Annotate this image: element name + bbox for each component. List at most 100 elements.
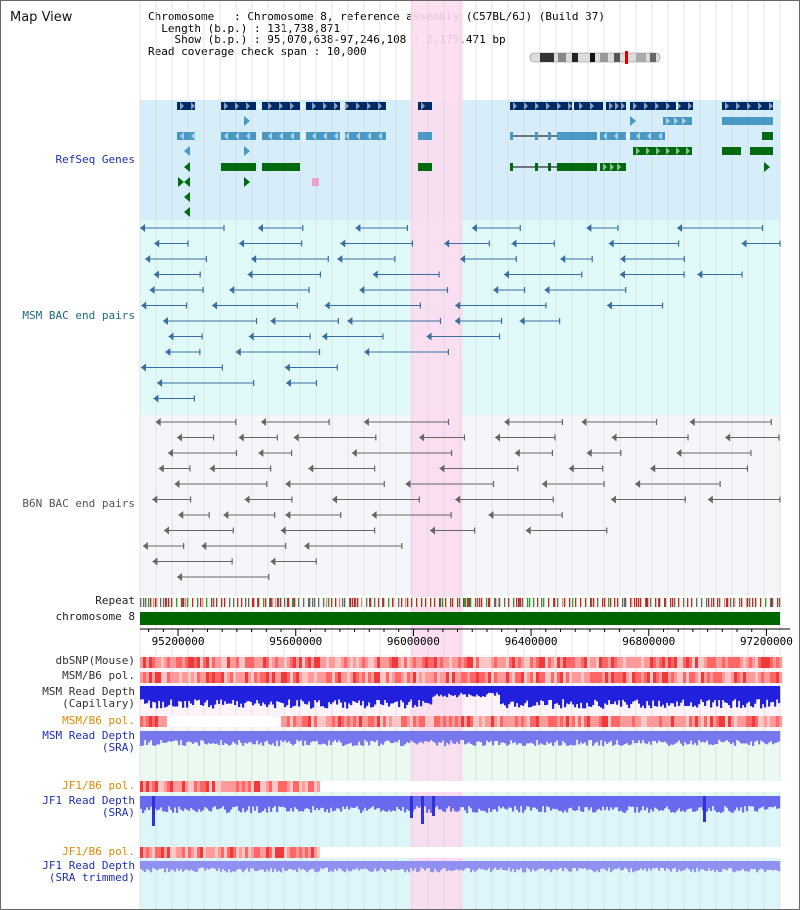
bac-end-pair[interactable] xyxy=(149,286,204,294)
jf1-read-depth-trimmed-track[interactable] xyxy=(140,861,781,873)
bac-end-pair[interactable] xyxy=(610,495,686,504)
gene-model[interactable] xyxy=(663,117,692,125)
bac-end-pair[interactable] xyxy=(586,449,622,457)
bac-end-pair[interactable] xyxy=(322,332,384,341)
msm-bac-end-pairs[interactable] xyxy=(140,224,781,403)
bac-end-pair[interactable] xyxy=(167,449,238,457)
bac-end-pair[interactable] xyxy=(209,464,272,473)
bac-end-pair[interactable] xyxy=(560,255,593,263)
bac-end-pair[interactable] xyxy=(239,239,303,248)
gene-model[interactable] xyxy=(762,132,773,140)
bac-end-pair[interactable] xyxy=(725,433,780,442)
bac-end-pair[interactable] xyxy=(444,239,490,248)
bac-end-pair[interactable] xyxy=(280,526,376,535)
bac-end-pair[interactable] xyxy=(260,418,330,426)
gene-model[interactable] xyxy=(600,163,626,171)
gene-model[interactable] xyxy=(177,102,195,110)
bac-end-pair[interactable] xyxy=(308,464,376,473)
bac-end-pair[interactable] xyxy=(152,495,192,504)
bac-end-pair[interactable] xyxy=(223,511,276,519)
bac-end-pair[interactable] xyxy=(163,526,234,535)
gene-model[interactable] xyxy=(750,147,773,155)
refseq-genes[interactable] xyxy=(177,102,773,217)
bac-end-pair[interactable] xyxy=(176,573,270,581)
bac-end-pair[interactable] xyxy=(140,363,223,372)
dbsnp-track[interactable] xyxy=(140,657,783,668)
gene-model[interactable] xyxy=(510,163,597,171)
bac-end-pair[interactable] xyxy=(270,557,317,566)
bac-end-pair[interactable] xyxy=(541,480,605,488)
bac-end-pair[interactable] xyxy=(454,317,503,325)
gene-model[interactable] xyxy=(722,147,741,155)
bac-end-pair[interactable] xyxy=(235,348,321,356)
bac-end-pair[interactable] xyxy=(363,418,450,426)
bac-end-pair[interactable] xyxy=(372,270,440,279)
bac-end-pair[interactable] xyxy=(238,433,278,442)
b6n-bac-end-pairs[interactable] xyxy=(142,418,781,581)
bac-end-pair[interactable] xyxy=(153,394,195,403)
bac-end-pair[interactable] xyxy=(293,433,377,442)
bac-end-pair[interactable] xyxy=(503,270,583,279)
bac-end-pair[interactable] xyxy=(145,255,208,263)
gene-model[interactable] xyxy=(418,102,432,110)
bac-end-pair[interactable] xyxy=(525,526,608,535)
bac-end-pair[interactable] xyxy=(201,542,287,550)
msm-read-depth-sra-track[interactable] xyxy=(140,731,781,747)
bac-end-pair[interactable] xyxy=(493,286,526,294)
gene-model[interactable] xyxy=(510,132,597,140)
bac-end-pair[interactable] xyxy=(324,301,421,310)
bac-end-pair[interactable] xyxy=(176,433,215,442)
bac-end-pair[interactable] xyxy=(511,239,555,248)
bac-end-pair[interactable] xyxy=(153,270,201,279)
gene-model[interactable] xyxy=(221,132,386,140)
bac-end-pair[interactable] xyxy=(494,433,556,442)
bac-end-pair[interactable] xyxy=(611,433,689,442)
bac-end-pair[interactable] xyxy=(439,464,519,473)
msm-b6-polymorphism-track[interactable] xyxy=(140,672,783,683)
bac-end-pair[interactable] xyxy=(568,464,604,473)
gene-model[interactable] xyxy=(722,102,773,110)
gene-model[interactable] xyxy=(177,132,195,140)
bac-end-pair[interactable] xyxy=(212,301,298,310)
bac-end-pair[interactable] xyxy=(337,255,396,263)
gene-model[interactable] xyxy=(722,117,773,125)
bac-end-pair[interactable] xyxy=(544,286,627,294)
bac-end-pair[interactable] xyxy=(340,239,414,248)
jf1-b6-polymorphism-track[interactable] xyxy=(140,781,783,792)
repeat-track[interactable] xyxy=(140,597,781,607)
bac-end-pair[interactable] xyxy=(332,495,420,504)
bac-end-pair[interactable] xyxy=(270,317,339,325)
bac-end-pair[interactable] xyxy=(419,433,466,442)
msm-b6-polymorphism-track-2[interactable] xyxy=(140,716,783,727)
bac-end-pair[interactable] xyxy=(650,464,749,473)
bac-end-pair[interactable] xyxy=(140,224,225,232)
jf1-read-depth-sra-track[interactable] xyxy=(140,796,781,826)
bac-end-pair[interactable] xyxy=(248,332,311,341)
bac-end-pair[interactable] xyxy=(154,239,189,248)
bac-end-pair[interactable] xyxy=(347,317,442,325)
bac-end-pair[interactable] xyxy=(707,495,781,504)
chromosome-ideogram[interactable] xyxy=(529,51,661,64)
bac-end-pair[interactable] xyxy=(285,379,318,387)
bac-end-pair[interactable] xyxy=(426,332,501,341)
bac-end-pair[interactable] xyxy=(359,286,449,294)
bac-end-pair[interactable] xyxy=(455,495,554,504)
bac-end-pair[interactable] xyxy=(689,418,772,426)
bac-end-pair[interactable] xyxy=(355,224,409,232)
bac-end-pair[interactable] xyxy=(158,464,191,473)
bac-end-pair[interactable] xyxy=(247,270,321,279)
gene-model[interactable] xyxy=(510,102,603,110)
bac-end-pair[interactable] xyxy=(371,511,452,519)
bac-end-pair[interactable] xyxy=(405,480,495,488)
bac-end-pair[interactable] xyxy=(364,348,449,356)
bac-end-pair[interactable] xyxy=(152,557,233,566)
gene-model[interactable] xyxy=(606,102,626,110)
bac-end-pair[interactable] xyxy=(608,239,680,248)
bac-end-pair[interactable] xyxy=(455,301,547,310)
bac-end-pair[interactable] xyxy=(141,301,188,310)
bac-end-pair[interactable] xyxy=(581,418,658,426)
bac-end-pair[interactable] xyxy=(697,270,743,279)
bac-end-pair[interactable] xyxy=(168,332,203,341)
bac-end-pair[interactable] xyxy=(429,526,476,535)
